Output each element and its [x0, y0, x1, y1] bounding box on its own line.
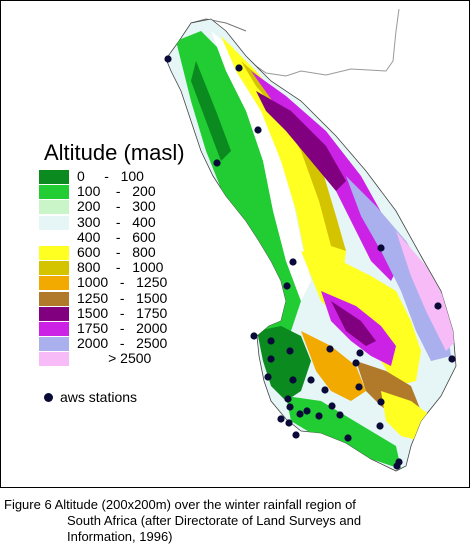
- caption-line-1: Figure 6 Altitude (200x200m) over the wi…: [4, 497, 356, 512]
- aws-station-dot: [321, 386, 329, 394]
- aws-station-dot: [213, 159, 221, 167]
- figure-caption: Figure 6 Altitude (200x200m) over the wi…: [4, 497, 466, 545]
- aws-station-dot: [315, 412, 323, 420]
- aws-station-dot: [434, 302, 442, 310]
- aws-station-dot: [344, 434, 352, 442]
- aws-station-dot: [289, 258, 297, 266]
- aws-station-dot: [286, 403, 294, 411]
- aws-station-dot: [277, 415, 285, 423]
- aws-station-dot: [328, 402, 336, 410]
- aws-station-dot: [303, 407, 311, 415]
- aws-station-dot: [164, 55, 172, 63]
- aws-station-dot: [283, 282, 291, 290]
- caption-line-3: Information, 1996): [67, 529, 173, 544]
- legend-swatch: [39, 200, 69, 215]
- legend-swatch: [39, 291, 69, 306]
- legend-swatch: [39, 245, 69, 260]
- legend-swatch: [39, 230, 69, 245]
- legend-swatch: [39, 276, 69, 291]
- legend-swatch: [39, 321, 69, 336]
- aws-station-dot: [235, 64, 243, 72]
- aws-station-dot: [448, 355, 456, 363]
- caption-line-2: South Africa (after Directorate of Land …: [67, 513, 362, 528]
- aws-station-dot: [336, 411, 344, 419]
- aws-station-dot: [292, 431, 300, 439]
- river-line: [190, 18, 247, 32]
- map-figure: Altitude (masl) 0 - 100 100 - 200 200 - 30…: [0, 0, 470, 488]
- legend-swatch: [39, 215, 69, 230]
- legend-label: 1750 - 2000: [77, 319, 168, 336]
- legend-label: 600 - 800: [77, 243, 156, 260]
- altitude-map: [164, 8, 457, 472]
- aws-station-dot: [289, 376, 297, 384]
- legend-swatch: [39, 352, 69, 367]
- country-border-line: [248, 8, 400, 77]
- aws-station-dot: [254, 126, 262, 134]
- legend-swatch: [39, 337, 69, 352]
- aws-station-dot: [355, 383, 363, 391]
- aws-station-dot: [267, 337, 275, 345]
- aws-station-dot: [286, 347, 294, 355]
- legend-label: 1000 - 1250: [77, 274, 168, 291]
- legend-swatch: [39, 170, 69, 184]
- aws-station-dot: [356, 349, 364, 357]
- legend-swatch: [39, 261, 69, 276]
- legend-label: 2000 - 2500: [77, 335, 168, 352]
- aws-station-dot: [267, 355, 275, 363]
- aws-legend-label: aws stations: [60, 389, 138, 405]
- aws-station-dot: [284, 395, 292, 403]
- legend-label: 400 - 600: [77, 228, 156, 245]
- legend-label: 100 - 200: [77, 183, 156, 200]
- aws-station-dot: [307, 376, 315, 384]
- aws-station-dot: [285, 419, 293, 427]
- aws-station-dot: [377, 398, 385, 406]
- legend-label: 1500 - 1750: [77, 304, 168, 321]
- aws-station-dot: [296, 410, 304, 418]
- aws-station-dot: [393, 462, 401, 470]
- legend-label: 0 - 100: [77, 168, 144, 184]
- aws-station-dots: [164, 55, 456, 470]
- aws-station-dot: [264, 373, 272, 381]
- legend-label: 200 - 300: [77, 198, 156, 215]
- aws-station-dot: [377, 244, 385, 252]
- aws-station-dot: [326, 345, 334, 353]
- aws-station-dot: [352, 359, 360, 367]
- aws-station-marker-icon: [44, 393, 53, 402]
- legend-title: Altitude (masl): [44, 140, 185, 165]
- legend-swatch: [39, 306, 69, 321]
- elevation-zones: [176, 31, 456, 469]
- aws-station-dot: [250, 332, 258, 340]
- legend-label: 1250 - 1500: [77, 289, 168, 306]
- legend-label: > 2500: [77, 350, 152, 367]
- aws-station-dot: [376, 422, 384, 430]
- legend-label: 800 - 1000: [77, 259, 164, 276]
- legend-label: 300 - 400: [77, 213, 156, 230]
- legend-swatch: [39, 185, 69, 200]
